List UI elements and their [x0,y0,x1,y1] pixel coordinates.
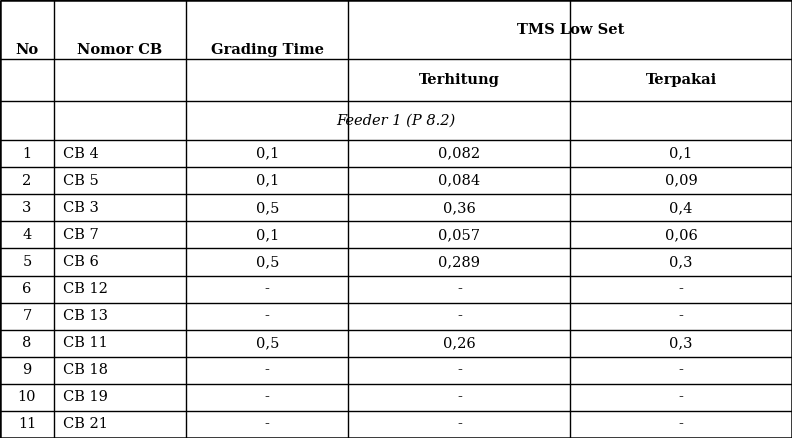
Text: CB 19: CB 19 [63,390,109,404]
Text: 1: 1 [22,147,32,161]
Text: -: - [457,309,462,323]
Text: CB 6: CB 6 [63,255,99,269]
Text: -: - [679,309,683,323]
Text: Terpakai: Terpakai [645,73,717,87]
Text: 0,5: 0,5 [256,201,279,215]
Text: CB 5: CB 5 [63,174,99,188]
Text: -: - [265,363,270,377]
Text: -: - [679,282,683,296]
Text: Feeder 1 (P 8.2): Feeder 1 (P 8.2) [337,113,455,127]
Text: CB 12: CB 12 [63,282,109,296]
Text: 0,1: 0,1 [256,228,279,242]
Text: Nomor CB: Nomor CB [78,43,162,57]
Text: 0,1: 0,1 [669,147,693,161]
Text: 4: 4 [22,228,32,242]
Text: -: - [265,282,270,296]
Text: No: No [15,43,39,57]
Text: -: - [679,417,683,431]
Text: 0,5: 0,5 [256,255,279,269]
Text: 0,36: 0,36 [443,201,476,215]
Text: 11: 11 [17,417,36,431]
Text: CB 7: CB 7 [63,228,99,242]
Text: 8: 8 [22,336,32,350]
Text: CB 13: CB 13 [63,309,109,323]
Text: 0,5: 0,5 [256,336,279,350]
Text: CB 3: CB 3 [63,201,99,215]
Text: Grading Time: Grading Time [211,43,324,57]
Text: 6: 6 [22,282,32,296]
Text: 9: 9 [22,363,32,377]
Text: -: - [457,282,462,296]
Text: 10: 10 [17,390,36,404]
Text: 5: 5 [22,255,32,269]
Text: -: - [457,417,462,431]
Text: -: - [265,417,270,431]
Text: CB 21: CB 21 [63,417,109,431]
Text: 0,4: 0,4 [669,201,693,215]
Text: CB 18: CB 18 [63,363,109,377]
Text: 0,289: 0,289 [438,255,481,269]
Text: 0,3: 0,3 [669,336,693,350]
Text: CB 11: CB 11 [63,336,109,350]
Text: 0,09: 0,09 [664,174,698,188]
Text: 0,1: 0,1 [256,174,279,188]
Text: CB 4: CB 4 [63,147,99,161]
Text: -: - [679,363,683,377]
Text: Terhitung: Terhitung [419,73,500,87]
Text: -: - [265,309,270,323]
Text: 0,057: 0,057 [438,228,481,242]
Text: -: - [265,390,270,404]
Text: 0,26: 0,26 [443,336,476,350]
Text: 0,082: 0,082 [438,147,481,161]
Text: 0,1: 0,1 [256,147,279,161]
Text: -: - [457,363,462,377]
Text: 0,06: 0,06 [664,228,698,242]
Text: -: - [457,390,462,404]
Text: 2: 2 [22,174,32,188]
Text: TMS Low Set: TMS Low Set [516,23,624,36]
Text: -: - [679,390,683,404]
Text: 3: 3 [22,201,32,215]
Text: 7: 7 [22,309,32,323]
Text: 0,3: 0,3 [669,255,693,269]
Text: 0,084: 0,084 [438,174,481,188]
